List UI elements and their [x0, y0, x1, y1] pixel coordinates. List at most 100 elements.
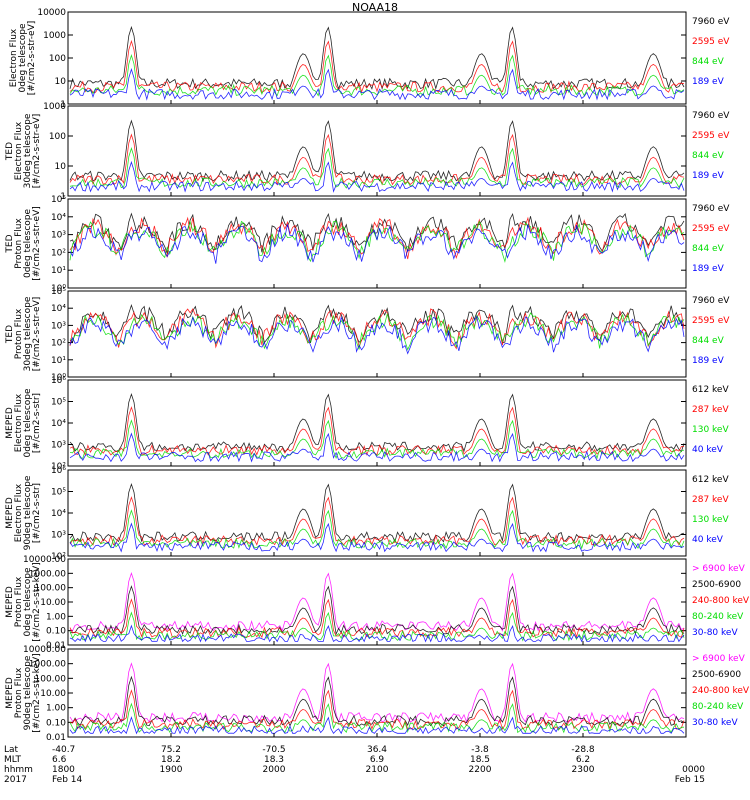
legend-entry: 612 keV	[692, 385, 729, 395]
y-tick-label: 1000.00	[29, 660, 66, 670]
series-trace	[69, 483, 685, 543]
x-tick-label: 1900	[160, 765, 183, 775]
y-tick-label: 100	[49, 54, 66, 64]
y-tick-label: 0.10	[46, 627, 66, 637]
y-axis-label-line: TED	[5, 142, 15, 161]
series-trace	[69, 212, 685, 255]
y-tick-label: 100.00	[35, 584, 67, 594]
y-tick-label: 10	[55, 162, 67, 172]
y-tick-label: 10	[55, 77, 67, 87]
series-trace	[69, 598, 685, 639]
series-trace	[69, 406, 685, 457]
series-trace	[69, 689, 685, 730]
x-tick-label: 18.2	[161, 755, 181, 765]
y-axis-label-line: Electron Flux	[14, 121, 24, 180]
plot-title: NOAA18	[351, 1, 399, 14]
legend-entry: 40 keV	[692, 535, 724, 545]
y-axis-label-line: 90deg telescope	[23, 655, 33, 730]
y-tick-label: 0.01	[46, 641, 66, 651]
series-trace	[69, 25, 685, 91]
series-trace	[69, 662, 685, 724]
y-tick-label: 1.00	[46, 612, 66, 622]
legend-entry: 612 keV	[692, 475, 729, 485]
series-trace	[69, 119, 685, 183]
x-tick-label: Feb 15	[675, 775, 705, 785]
x-tick-label: 6.2	[576, 755, 590, 765]
y-axis-label-line: MEPED	[5, 497, 15, 529]
series-trace	[69, 160, 685, 193]
series-trace	[69, 308, 685, 350]
y-axis-label-line: [#/cm2-s-str]	[32, 483, 42, 543]
y-tick-label: 100	[49, 132, 66, 142]
y-tick-label: 10⁵	[51, 195, 66, 205]
legend-entry: 2595 eV	[692, 131, 730, 141]
y-tick-label: 10⁴	[51, 509, 66, 519]
series-trace	[69, 572, 685, 632]
legend-entry: 844 eV	[692, 151, 725, 161]
x-tick-label: -40.7	[52, 745, 75, 755]
series-trace	[69, 496, 685, 547]
x-tick-label: 1800	[52, 765, 75, 775]
y-axis-label-line: 0deg telescope	[23, 209, 33, 279]
legend-entry: 7960 eV	[692, 296, 730, 306]
x-tick-label: 18.5	[470, 755, 490, 765]
x-tick-label: 6.9	[370, 755, 385, 765]
x-tick-label: 36.4	[367, 745, 387, 755]
y-axis-label-line: Proton Flux	[14, 667, 24, 718]
y-axis-label-line: [#/cm2-s-str-keV]	[32, 653, 42, 732]
legend-entry: 287 keV	[692, 405, 729, 415]
y-tick-label: 10¹	[51, 266, 66, 276]
y-tick-label: 10²	[51, 248, 66, 258]
panel-2: 1 10 100 1000 TED Electron Flux 30deg telescop…	[5, 102, 730, 202]
y-axis-label-line: [#/cm2-s-str-eV]	[27, 21, 37, 96]
legend-entry: 130 keV	[692, 515, 729, 525]
y-axis-label-line: Proton Flux	[14, 308, 24, 359]
x-tick-label: -3.8	[471, 745, 489, 755]
y-axis-label-line: TED	[5, 234, 15, 253]
y-axis-label-line: Electron Flux	[14, 393, 24, 452]
series-trace	[69, 312, 685, 351]
y-axis-label-line: 0deg telescope	[18, 23, 28, 93]
panel-8: 0.01 0.10 1.00 10.00 100.00 1000.00 10000.00 ME…	[5, 645, 750, 743]
y-tick-label: 10⁰	[51, 373, 66, 383]
x-tick-label: Feb 14	[52, 775, 83, 785]
legend-entry: 30-80 keV	[692, 718, 738, 728]
series-trace	[69, 585, 685, 636]
y-axis-label-line: Proton Flux	[14, 576, 24, 627]
y-axis-label-line: 90deg telescope	[23, 475, 33, 550]
series-trace	[69, 432, 685, 463]
series-trace	[69, 716, 685, 735]
series-trace	[69, 509, 685, 550]
legend-entry: 7960 eV	[692, 17, 730, 27]
y-axis-label-line: 30deg telescope	[23, 113, 33, 188]
y-tick-label: 100.00	[35, 674, 67, 684]
y-axis-label-line: [#/cm2-s-str-eV]	[32, 297, 42, 372]
y-axis-label-line: [#/cm2-s-str]	[32, 393, 42, 453]
y-tick-label: 10.00	[40, 689, 66, 699]
y-tick-label: 0.10	[46, 718, 66, 728]
series-trace	[69, 611, 685, 642]
series-trace	[69, 133, 685, 186]
panel-7: 0.01 0.10 1.00 10.00 100.00 1000.00 10000.00 ME…	[5, 555, 750, 651]
y-axis-label-line: MEPED	[5, 677, 15, 709]
y-axis-label-line: [#/cm2-s-str-keV]	[32, 562, 42, 641]
y-tick-label: 10³	[51, 231, 66, 241]
legend-entry: 844 eV	[692, 336, 725, 346]
y-tick-label: 10⁵	[51, 488, 66, 498]
y-tick-label: 10¹	[51, 356, 66, 366]
y-axis-label-line: [#/cm2-s-str-eV]	[32, 114, 42, 189]
x-row-label: MLT	[4, 755, 22, 765]
y-axis-label-line: Electron Flux	[14, 483, 24, 542]
legend-entry: 2595 eV	[692, 224, 730, 234]
y-axis-label-line: 0deg telescope	[23, 388, 33, 458]
x-tick-label: -28.8	[571, 745, 595, 755]
y-tick-label: 10²	[51, 462, 66, 472]
y-tick-label: 10³	[51, 321, 66, 331]
x-row-label: 2017	[4, 775, 27, 785]
y-axis-label-line: Electron Flux	[9, 28, 19, 87]
series-trace	[69, 224, 685, 264]
y-tick-label: 10⁴	[51, 419, 66, 429]
x-row-label: Lat	[4, 745, 19, 755]
legend-entry: 240-800 keV	[692, 596, 750, 606]
